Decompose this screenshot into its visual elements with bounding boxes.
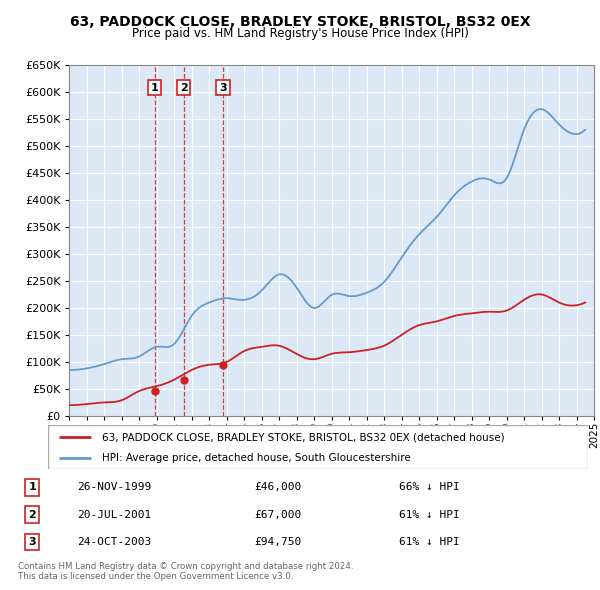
Text: 63, PADDOCK CLOSE, BRADLEY STOKE, BRISTOL, BS32 0EX: 63, PADDOCK CLOSE, BRADLEY STOKE, BRISTO… xyxy=(70,15,530,29)
Text: 61% ↓ HPI: 61% ↓ HPI xyxy=(400,537,460,547)
Text: HPI: Average price, detached house, South Gloucestershire: HPI: Average price, detached house, Sout… xyxy=(102,453,411,463)
Text: Price paid vs. HM Land Registry's House Price Index (HPI): Price paid vs. HM Land Registry's House … xyxy=(131,27,469,40)
Text: 1: 1 xyxy=(28,483,36,493)
Text: £46,000: £46,000 xyxy=(254,483,301,493)
Text: 26-NOV-1999: 26-NOV-1999 xyxy=(77,483,151,493)
Text: £94,750: £94,750 xyxy=(254,537,301,547)
Text: Contains HM Land Registry data © Crown copyright and database right 2024.: Contains HM Land Registry data © Crown c… xyxy=(18,562,353,571)
Text: 2: 2 xyxy=(28,510,36,520)
Text: 61% ↓ HPI: 61% ↓ HPI xyxy=(400,510,460,520)
Text: 24-OCT-2003: 24-OCT-2003 xyxy=(77,537,151,547)
Text: 66% ↓ HPI: 66% ↓ HPI xyxy=(400,483,460,493)
Text: 3: 3 xyxy=(28,537,36,547)
Text: 2: 2 xyxy=(180,83,187,93)
Text: 1: 1 xyxy=(151,83,158,93)
Text: This data is licensed under the Open Government Licence v3.0.: This data is licensed under the Open Gov… xyxy=(18,572,293,581)
Text: 63, PADDOCK CLOSE, BRADLEY STOKE, BRISTOL, BS32 0EX (detached house): 63, PADDOCK CLOSE, BRADLEY STOKE, BRISTO… xyxy=(102,432,505,442)
Text: 3: 3 xyxy=(219,83,227,93)
Text: 20-JUL-2001: 20-JUL-2001 xyxy=(77,510,151,520)
Text: £67,000: £67,000 xyxy=(254,510,301,520)
